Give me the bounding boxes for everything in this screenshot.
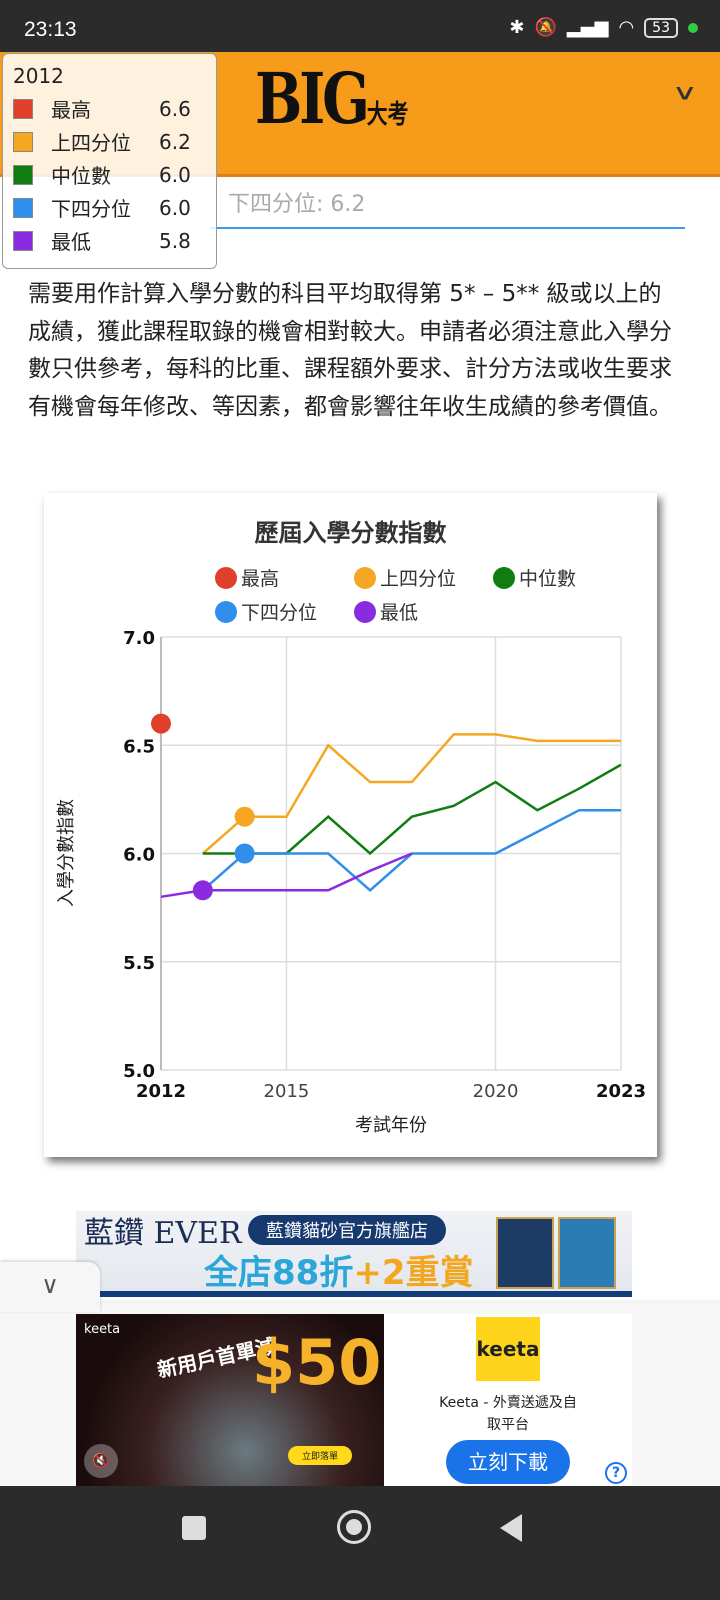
- color-swatch: [13, 131, 33, 152]
- indicator-dot: [688, 22, 698, 33]
- ad-cta-button[interactable]: 立即落單: [288, 1446, 353, 1465]
- tooltip-label: 中位數: [51, 164, 111, 188]
- data-point-marker: [234, 843, 255, 864]
- tooltip-label: 下四分位: [51, 197, 131, 221]
- tooltip-row: 上四分位 6.2: [13, 125, 206, 158]
- data-point-marker: [151, 713, 171, 734]
- faded-label: 下四分位: 6.2: [228, 192, 366, 217]
- legend-label: 最低: [380, 602, 419, 624]
- ad-brand: keeta: [84, 1322, 121, 1337]
- bluetooth-icon: ✱: [509, 17, 525, 38]
- legend-item-upper-quartile[interactable]: 上四分位: [354, 564, 456, 591]
- back-button[interactable]: [500, 1514, 522, 1542]
- menu-chevron-down-icon[interactable]: ∨: [671, 80, 698, 105]
- android-nav-bar: [0, 1486, 720, 1600]
- ad-promo-main: 全店88折: [204, 1253, 354, 1293]
- series-line: [201, 733, 621, 855]
- collapse-ad-chevron-down-icon[interactable]: ∨: [0, 1262, 100, 1312]
- keeta-logo: keeta: [476, 1317, 540, 1381]
- x-tick-label: 2020: [473, 1081, 519, 1102]
- ad-promo: 全店88折+2重賞: [204, 1245, 473, 1294]
- legend-dot: [354, 566, 376, 589]
- tooltip-label: 最高: [51, 98, 91, 122]
- color-swatch: [13, 230, 33, 251]
- logo-text: BIG: [255, 57, 370, 140]
- y-tick-label: 6.0: [123, 845, 155, 866]
- chart-title: 歷屆入學分數指數: [254, 519, 447, 547]
- legend-item-median[interactable]: 中位數: [493, 564, 576, 591]
- legend-item-highest[interactable]: 最高: [215, 564, 279, 591]
- wifi-icon: ◠: [618, 17, 635, 38]
- ad-promo-extra: +2重賞: [353, 1253, 474, 1293]
- tooltip-value: 6.0: [159, 195, 191, 220]
- x-tick-label: 2023: [596, 1081, 646, 1102]
- tooltip-row: 最低 5.8: [13, 224, 206, 257]
- legend-item-lowest[interactable]: 最低: [354, 598, 418, 625]
- legend-label: 下四分位: [241, 602, 318, 624]
- app-title: Keeta - 外賣送遞及自取平台: [439, 1395, 577, 1433]
- legend-dot: [354, 600, 376, 623]
- tooltip-value: 6.0: [159, 162, 191, 187]
- color-swatch: [13, 197, 33, 218]
- ad-info-icon[interactable]: ?: [605, 1462, 627, 1484]
- y-axis-label: 入學分數指數: [56, 799, 77, 907]
- status-icons: ✱ 🔕 ▂▄▆ ◠ 53: [509, 17, 698, 38]
- chart-tooltip: 2012 最高 6.6 上四分位 6.2 中位數 6.0 下四分位 6.0 最低 5.8: [2, 53, 217, 269]
- download-button[interactable]: 立刻下載: [446, 1440, 570, 1484]
- keeta-ad-image[interactable]: keeta 新用戶首單減 $50 立即落單 🔇: [76, 1314, 384, 1486]
- divider: [210, 227, 685, 229]
- legend-label: 最高: [241, 568, 280, 590]
- tooltip-value: 6.6: [159, 96, 191, 121]
- signal-icon: ▂▄▆: [566, 17, 609, 38]
- x-axis-label: 考試年份: [355, 1115, 427, 1136]
- y-tick-label: 5.0: [123, 1061, 155, 1082]
- chart-card: 歷屆入學分數指數 最高 上四分位 中位數 下四分位 最低 入學分數指數 考試年份…: [44, 493, 657, 1157]
- ad-store-pill: 藍鑽貓砂官方旗艦店: [248, 1215, 446, 1245]
- tooltip-year: 2012: [13, 64, 64, 88]
- data-point-marker: [192, 880, 213, 901]
- legend-dot: [215, 600, 237, 623]
- description-paragraph: 需要用作計算入學分數的科目平均取得第 5* – 5** 級或以上的成績，獲此課程…: [28, 281, 672, 420]
- logo-cn: 大考: [366, 100, 409, 130]
- tooltip-value: 6.2: [159, 129, 191, 154]
- y-tick-label: 5.5: [123, 953, 155, 974]
- legend-dot: [215, 566, 237, 589]
- x-tick-label: 2012: [136, 1081, 186, 1102]
- status-time: 23:13: [24, 18, 77, 41]
- ad-amount: $50: [252, 1326, 382, 1399]
- keeta-ad-panel: keeta Keeta - 外賣送遞及自取平台 立刻下載: [384, 1314, 632, 1486]
- evercleanbanner-ad[interactable]: 藍鑽 EVER CLEAN 藍鑽貓砂官方旗艦店 全店88折+2重賞: [76, 1211, 632, 1297]
- mute-icon[interactable]: 🔇: [84, 1444, 118, 1478]
- mute-icon: 🔕: [534, 17, 557, 38]
- recents-button[interactable]: [182, 1516, 206, 1540]
- tooltip-label: 上四分位: [51, 131, 131, 155]
- legend-label: 上四分位: [380, 568, 457, 590]
- legend-item-lower-quartile[interactable]: 下四分位: [215, 598, 317, 625]
- y-tick-label: 6.5: [123, 736, 155, 757]
- tooltip-row: 最高 6.6: [13, 92, 206, 125]
- series-line: [202, 763, 622, 856]
- color-swatch: [13, 98, 33, 119]
- tooltip-row: 下四分位 6.0: [13, 191, 206, 224]
- color-swatch: [13, 164, 33, 185]
- battery-icon: 53: [644, 17, 678, 38]
- status-bar: 23:13 ✱ 🔕 ▂▄▆ ◠ 53: [0, 0, 720, 52]
- y-tick-label: 7.0: [123, 628, 155, 649]
- home-button[interactable]: [337, 1510, 371, 1544]
- product-image: [558, 1217, 616, 1289]
- series-line: [201, 808, 621, 892]
- tooltip-label: 最低: [51, 230, 91, 254]
- tooltip-row: 中位數 6.0: [13, 158, 206, 191]
- site-logo[interactable]: BIG大考: [255, 57, 408, 140]
- legend-label: 中位數: [519, 568, 577, 590]
- legend-dot: [493, 566, 515, 589]
- x-tick-label: 2015: [264, 1081, 310, 1102]
- product-image: [496, 1217, 554, 1289]
- tooltip-value: 5.8: [159, 228, 191, 253]
- data-point-marker: [234, 806, 255, 827]
